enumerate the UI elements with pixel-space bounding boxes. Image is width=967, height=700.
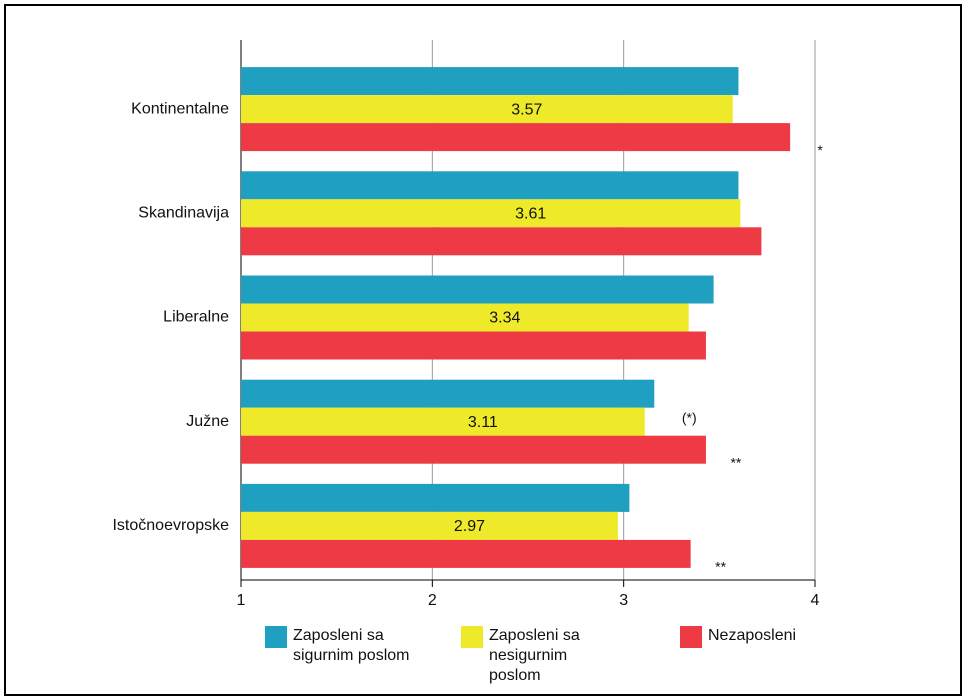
bar (241, 539, 691, 568)
y-tick-label: Istočnoevropske (112, 517, 229, 534)
legend-label: Nezaposleni (708, 627, 797, 644)
legend-label: Zaposleni sa nesigurnim poslom (489, 627, 580, 684)
bar (241, 483, 630, 512)
value-label: 3.61 (515, 206, 546, 223)
bar (241, 275, 714, 304)
bar (241, 303, 689, 332)
y-tick-label: Skandinavija (138, 205, 229, 222)
legend-label: Zaposleni sa sigurnim poslom (293, 627, 410, 664)
annotation: * (817, 142, 823, 158)
value-label: 2.97 (454, 518, 485, 535)
annotation: ** (715, 559, 726, 575)
bar (241, 95, 733, 124)
y-tick-label: Južne (186, 413, 229, 430)
value-label: 3.34 (489, 310, 520, 327)
legend-item: Nezaposleni (680, 626, 880, 686)
x-tick-label: 1 (237, 592, 246, 609)
bar (241, 331, 706, 360)
legend-swatch (680, 626, 702, 648)
legend-swatch (461, 626, 483, 648)
value-label: 3.11 (468, 414, 498, 431)
x-tick-label: 4 (811, 592, 820, 609)
bar (241, 171, 739, 200)
annotation: ** (730, 454, 741, 470)
bar (241, 379, 655, 408)
bar (241, 435, 706, 464)
bar (241, 227, 762, 256)
x-tick-label: 3 (619, 592, 628, 609)
legend-item: Zaposleni sa nesigurnim poslom (461, 626, 680, 686)
bar (241, 199, 741, 228)
y-tick-label: Kontinentalne (131, 100, 229, 117)
annotation: (*) (682, 410, 697, 426)
bar (241, 67, 739, 96)
legend: Zaposleni sa sigurnim poslom Zaposleni sa… (265, 626, 880, 686)
bar (241, 511, 618, 540)
bar (241, 123, 791, 152)
bar (241, 407, 645, 436)
value-label: 3.57 (511, 101, 542, 118)
legend-swatch (265, 626, 287, 648)
x-tick-label: 2 (428, 592, 437, 609)
y-tick-label: Liberalne (163, 309, 229, 326)
legend-item: Zaposleni sa sigurnim poslom (265, 626, 461, 686)
